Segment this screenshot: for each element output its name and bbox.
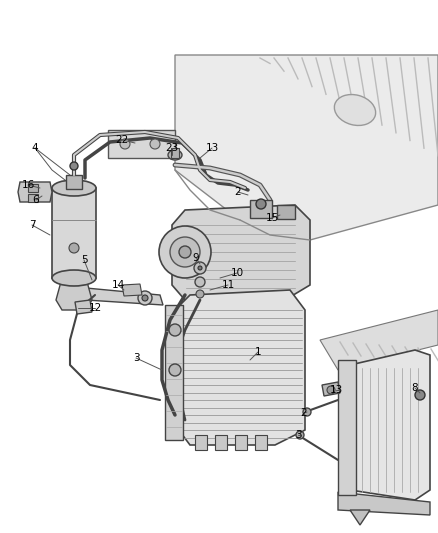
Polygon shape (322, 382, 340, 396)
Circle shape (70, 162, 78, 170)
Text: 22: 22 (115, 135, 129, 145)
Polygon shape (195, 435, 207, 450)
Circle shape (142, 295, 148, 301)
Text: 2: 2 (235, 187, 241, 197)
Polygon shape (338, 492, 430, 515)
Polygon shape (255, 435, 267, 450)
Bar (165, 305, 183, 440)
Polygon shape (108, 130, 175, 158)
Bar (28, 184, 38, 192)
Polygon shape (215, 435, 227, 450)
Text: 13: 13 (329, 385, 343, 395)
Bar (277, 205, 295, 219)
Text: 3: 3 (295, 430, 301, 440)
Text: 8: 8 (412, 383, 418, 393)
Circle shape (194, 262, 206, 274)
Circle shape (303, 408, 311, 416)
Circle shape (120, 139, 130, 149)
Polygon shape (86, 288, 163, 305)
Text: 9: 9 (193, 253, 199, 263)
Circle shape (169, 324, 181, 336)
Polygon shape (320, 310, 438, 370)
Text: 6: 6 (33, 195, 39, 205)
Ellipse shape (52, 270, 96, 286)
Polygon shape (235, 435, 247, 450)
Text: 3: 3 (133, 353, 139, 363)
Polygon shape (75, 300, 92, 314)
Ellipse shape (334, 94, 376, 125)
Text: 23: 23 (166, 143, 179, 153)
Circle shape (327, 386, 335, 394)
Polygon shape (122, 284, 142, 296)
Bar (52, 188, 96, 278)
Text: 14: 14 (111, 280, 125, 290)
Bar (338, 360, 356, 495)
Polygon shape (350, 510, 370, 525)
Polygon shape (175, 290, 305, 445)
Ellipse shape (159, 226, 211, 278)
Circle shape (195, 277, 205, 287)
Text: 10: 10 (230, 268, 244, 278)
Bar (66, 175, 82, 189)
Ellipse shape (168, 150, 182, 160)
Polygon shape (56, 278, 92, 310)
Polygon shape (350, 350, 430, 500)
Circle shape (169, 364, 181, 376)
Text: 15: 15 (265, 213, 279, 223)
Ellipse shape (170, 237, 200, 267)
Bar (28, 194, 38, 202)
Polygon shape (172, 205, 310, 300)
Text: 2: 2 (301, 408, 307, 418)
Text: 7: 7 (28, 220, 35, 230)
Circle shape (196, 290, 204, 298)
Ellipse shape (52, 180, 96, 196)
Circle shape (150, 139, 160, 149)
Text: 5: 5 (81, 255, 87, 265)
Text: 4: 4 (32, 143, 38, 153)
Text: 16: 16 (21, 180, 35, 190)
Text: 1: 1 (254, 347, 261, 357)
Circle shape (138, 291, 152, 305)
Circle shape (69, 243, 79, 253)
Circle shape (296, 431, 304, 439)
Text: 12: 12 (88, 303, 102, 313)
Circle shape (415, 390, 425, 400)
Text: 13: 13 (205, 143, 219, 153)
Polygon shape (175, 55, 438, 240)
Circle shape (256, 199, 266, 209)
Ellipse shape (179, 246, 191, 258)
Polygon shape (18, 182, 52, 202)
Bar (171, 148, 179, 158)
Text: 11: 11 (221, 280, 235, 290)
Circle shape (198, 266, 202, 270)
Bar (250, 200, 272, 218)
